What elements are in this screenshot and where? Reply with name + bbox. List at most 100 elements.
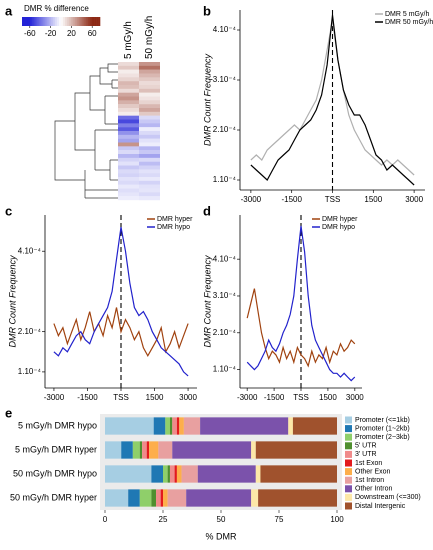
colorbar-cell [64,17,68,26]
legend-label: DMR 5 mGy/h [385,11,429,18]
colorbar-tick-label: 20 [67,29,76,38]
panel-label: c [5,203,12,218]
heatmap-cell [139,196,160,201]
colorbar-cell [22,17,25,26]
colorbar-cell [70,17,73,26]
heatmap-cell [118,184,139,189]
heatmap-cell [139,161,160,166]
bar-segment [179,417,184,435]
bar-segment [163,489,168,507]
x-tick-label: 75 [275,515,284,524]
heatmap-cell [139,157,160,162]
x-tick-label: TSS [325,195,341,204]
legend-label: 1st Exon [355,460,382,467]
bar-segment [156,489,161,507]
heatmap-cell [139,188,160,193]
colorbar-cell [49,17,52,26]
bar-segment [258,489,337,507]
colorbar-cell [57,17,60,26]
colorbar-cell [33,17,36,26]
x-tick-label: -3000 [241,195,262,204]
heatmap-cell [118,108,139,113]
heatmap-cell [118,134,139,139]
bar-segment [251,441,256,459]
heatmap-cell [118,150,139,155]
heatmap-cell [118,188,139,193]
heatmap-cell [139,104,160,109]
colorbar-title: DMR % difference [24,4,89,13]
column-label: 50 mGy/h [144,16,155,59]
series-line [246,225,356,382]
legend-swatch [345,433,352,441]
bar-segment [105,417,154,435]
bar-segment [105,465,152,483]
y-tick-label: 4.10⁻⁴ [213,25,237,34]
heatmap-cell [118,77,139,82]
legend-swatch [345,468,352,476]
colorbar-cell [76,17,79,26]
y-axis-label: DMR Count Frequency [202,255,212,348]
heatmap-cell [118,88,139,93]
x-tick-label: 3000 [179,393,197,402]
colorbar-cell [23,17,27,26]
colorbar-cell [37,17,40,26]
legend-label: 5' UTR [355,443,377,450]
heatmap-cell [118,73,139,78]
heatmap-cell [139,169,160,174]
bar-segment [163,465,168,483]
y-tick-label: 3.10⁻⁴ [213,75,237,84]
bar-segment [149,441,159,459]
heatmap-cell [118,104,139,109]
legend-label: Other Intron [355,486,392,493]
colorbar-cell [41,17,44,26]
heatmap-cell [118,173,139,178]
bar-segment [172,441,252,459]
legend-label: 3' UTR [355,451,377,458]
bar-segment [176,417,180,435]
legend-swatch [345,442,352,450]
colorbar-cell [74,17,77,26]
heatmap-cell [118,119,139,124]
colorbar-tick-label: -20 [45,29,57,38]
x-tick-label: 1500 [319,393,337,402]
y-tick-label: 1.10⁻⁴ [213,175,237,184]
colorbar-cell [72,17,75,26]
heatmap-cell [139,69,160,74]
heatmap-cell [118,85,139,90]
bar-segment [169,465,175,483]
legend-swatch [345,485,352,493]
panel-label: b [203,3,211,18]
x-tick-label: TSS [113,393,129,402]
colorbar-cell [59,17,62,26]
heatmap-cell [139,92,160,97]
bar-segment [105,489,129,507]
colorbar-cell [90,17,93,26]
heatmap-cell [139,165,160,170]
heatmap-cell [139,138,160,143]
y-tick-label: 1.10⁻⁴ [18,367,42,376]
bar-segment [292,417,337,435]
x-tick-label: -3000 [237,393,258,402]
heatmap-cell [118,111,139,116]
heatmap-cell [118,69,139,74]
colorbar-cell [53,17,56,26]
legend-label: Other Exon [355,468,391,475]
colorbar-cell [61,17,64,26]
heatmap-cell [118,62,139,67]
colorbar-cell [68,17,72,26]
colorbar-cell [96,17,99,26]
x-tick-label: 1500 [146,393,164,402]
legend-label: DMR hypo [157,224,190,231]
heatmap-cell [139,88,160,93]
bar-segment [139,441,143,459]
colorbar-cell [82,17,85,26]
heatmap-cell [139,115,160,120]
bar-segment [186,489,252,507]
series-line [250,14,415,186]
series-line [53,226,189,377]
legend-swatch [345,450,352,458]
bar-segment [158,441,173,459]
y-tick-label: 50 mGy/h DMR hyper [10,492,97,502]
legend-label: DMR hyper [157,216,193,223]
